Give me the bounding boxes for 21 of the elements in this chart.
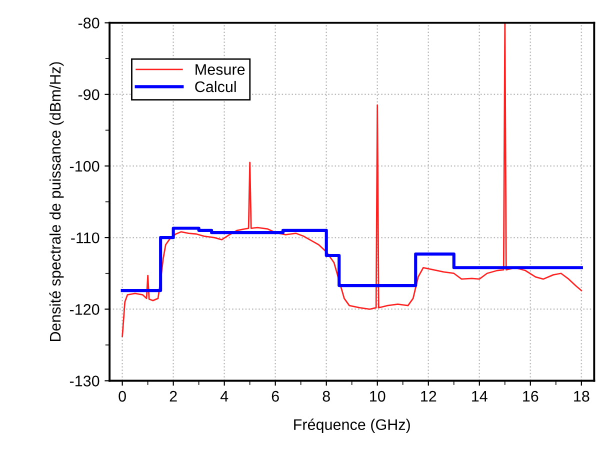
x-tick-label: 4	[220, 391, 228, 402]
y-tick-label: -120	[70, 304, 100, 315]
x-tick-label: 18	[574, 390, 590, 402]
x-tick-label: 10	[370, 390, 386, 402]
x-axis-title: Fréquence (GHz)	[294, 418, 410, 434]
x-tick-label: 8	[322, 390, 330, 402]
legend-label: Mesure	[196, 64, 245, 75]
y-tick-label: -110	[71, 232, 100, 244]
legend-label: Calcul	[195, 80, 236, 92]
x-tick-label: 6	[272, 390, 279, 402]
y-tick-label: -100	[70, 160, 100, 172]
y-tick-label: -80	[78, 18, 100, 28]
x-tick-label: 14	[472, 391, 488, 402]
y-tick-label: -130	[70, 376, 100, 386]
x-tick-label: 0	[118, 390, 126, 402]
x-tick-label: 16	[523, 390, 538, 402]
line-series	[122, 22, 582, 338]
x-tick-label: 2	[170, 390, 177, 402]
y-tick-label: -90	[78, 89, 100, 100]
y-axis-title: Densité spectrale de puissance (dBm/Hz)	[49, 62, 64, 342]
x-tick-label: 12	[421, 390, 436, 402]
